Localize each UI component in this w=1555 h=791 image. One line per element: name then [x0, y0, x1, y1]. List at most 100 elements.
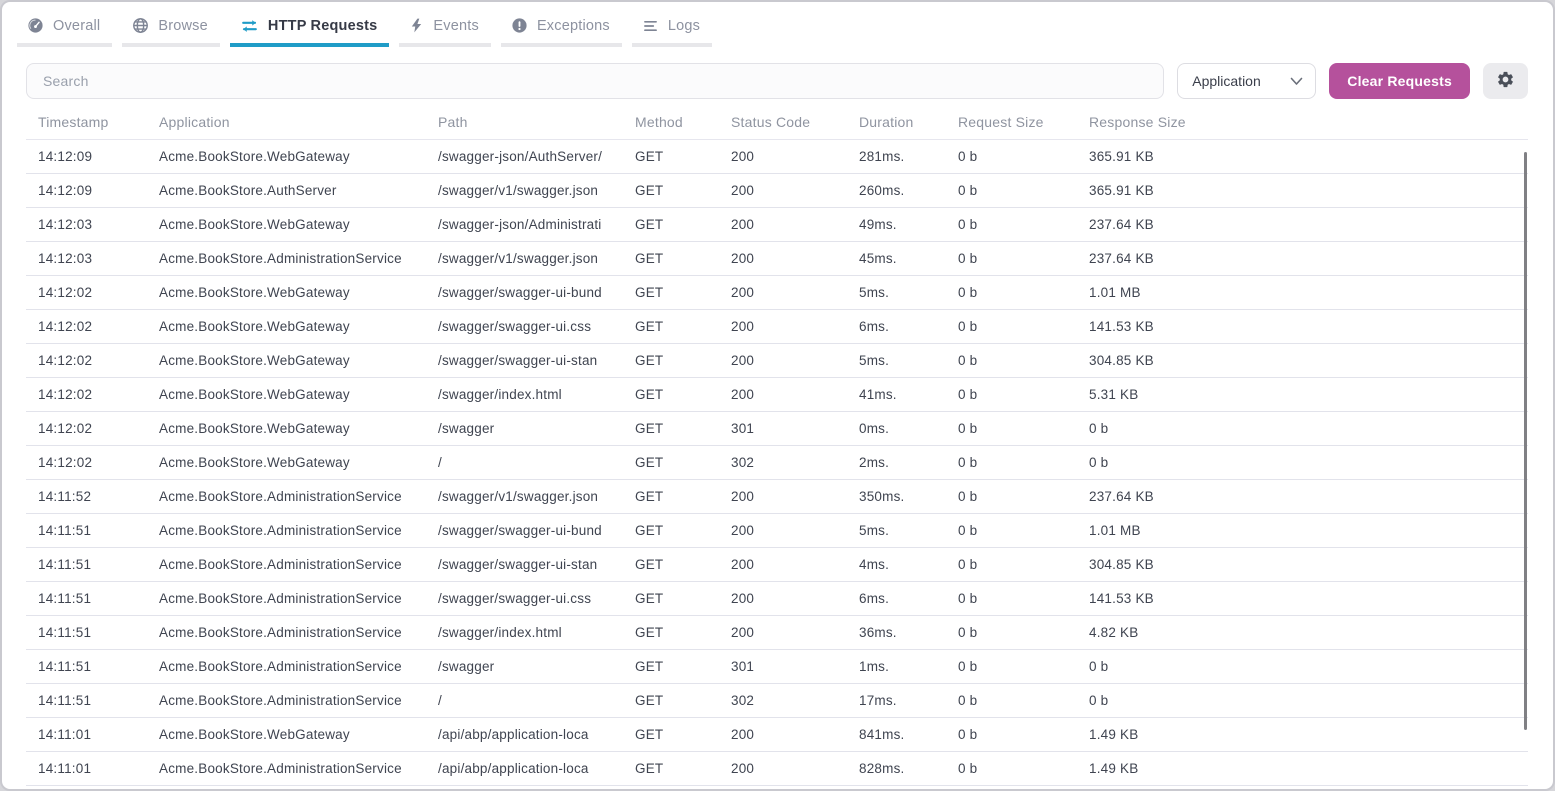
cell-path: /swagger/swagger-ui-bund [438, 523, 602, 538]
cell-status-code: 200 [731, 251, 755, 266]
application-filter-label: Application [1192, 73, 1261, 89]
cell-status-code: 302 [731, 455, 755, 470]
cell-status-code: 200 [731, 523, 755, 538]
cell-request-size: 0 b [958, 421, 978, 436]
cell-response-size: 1.49 KB [1089, 761, 1139, 776]
cell-request-size: 0 b [958, 761, 978, 776]
table-row[interactable]: 14:11:52 Acme.BookStore.AdministrationSe… [26, 480, 1528, 514]
tab-browse[interactable]: Browse [122, 15, 220, 47]
tab-events[interactable]: Events [399, 15, 491, 47]
toolbar: Application Clear Requests [26, 63, 1528, 99]
cell-application: Acme.BookStore.AdministrationService [159, 251, 402, 266]
table-row[interactable]: 14:12:02 Acme.BookStore.WebGateway /swag… [26, 276, 1528, 310]
search-input[interactable] [26, 63, 1165, 99]
cell-response-size: 141.53 KB [1089, 591, 1154, 606]
table-body: 14:12:09 Acme.BookStore.WebGateway /swag… [26, 140, 1528, 786]
cell-method: GET [635, 625, 664, 640]
cell-application: Acme.BookStore.WebGateway [159, 149, 350, 164]
chevron-down-icon [1290, 73, 1303, 89]
table-row[interactable]: 14:11:51 Acme.BookStore.AdministrationSe… [26, 616, 1528, 650]
cell-timestamp: 14:12:02 [38, 319, 93, 334]
cell-path: /api/abp/application-loca [438, 727, 589, 742]
cell-duration: 49ms. [859, 217, 897, 232]
cell-path: /api/abp/application-loca [438, 761, 589, 776]
cell-method: GET [635, 149, 664, 164]
cell-status-code: 200 [731, 489, 755, 504]
cell-timestamp: 14:11:51 [38, 659, 92, 674]
cell-status-code: 200 [731, 761, 755, 776]
table-row[interactable]: 14:11:51 Acme.BookStore.AdministrationSe… [26, 650, 1528, 684]
clear-requests-button[interactable]: Clear Requests [1329, 63, 1470, 99]
cell-request-size: 0 b [958, 523, 978, 538]
cell-request-size: 0 b [958, 727, 978, 742]
table-row[interactable]: 14:11:51 Acme.BookStore.AdministrationSe… [26, 684, 1528, 718]
table-row[interactable]: 14:11:51 Acme.BookStore.AdministrationSe… [26, 548, 1528, 582]
cell-timestamp: 14:11:51 [38, 591, 92, 606]
cell-application: Acme.BookStore.WebGateway [159, 387, 350, 402]
cell-status-code: 200 [731, 557, 755, 572]
cell-response-size: 0 b [1089, 693, 1109, 708]
table-row[interactable]: 14:12:09 Acme.BookStore.AuthServer /swag… [26, 174, 1528, 208]
cell-method: GET [635, 285, 664, 300]
cell-method: GET [635, 319, 664, 334]
cell-application: Acme.BookStore.WebGateway [159, 727, 350, 742]
column-header-request-size: Request Size [958, 114, 1044, 130]
cell-timestamp: 14:11:51 [38, 625, 92, 640]
table-row[interactable]: 14:12:02 Acme.BookStore.WebGateway /swag… [26, 412, 1528, 446]
cell-application: Acme.BookStore.WebGateway [159, 217, 350, 232]
cell-duration: 281ms. [859, 149, 905, 164]
cell-path: /swagger-json/AuthServer/ [438, 149, 603, 164]
cell-application: Acme.BookStore.WebGateway [159, 455, 350, 470]
table-row[interactable]: 14:12:03 Acme.BookStore.AdministrationSe… [26, 242, 1528, 276]
cell-response-size: 4.82 KB [1089, 625, 1139, 640]
lines-icon [642, 19, 659, 33]
cell-application: Acme.BookStore.AdministrationService [159, 625, 402, 640]
cell-timestamp: 14:11:52 [38, 489, 92, 504]
cell-application: Acme.BookStore.AdministrationService [159, 591, 402, 606]
table-row[interactable]: 14:11:51 Acme.BookStore.AdministrationSe… [26, 582, 1528, 616]
table-row[interactable]: 14:12:02 Acme.BookStore.WebGateway /swag… [26, 378, 1528, 412]
cell-status-code: 200 [731, 591, 755, 606]
application-filter-dropdown[interactable]: Application [1177, 63, 1317, 99]
cell-status-code: 302 [731, 693, 755, 708]
cell-application: Acme.BookStore.AdministrationService [159, 523, 402, 538]
cell-response-size: 0 b [1089, 421, 1109, 436]
vertical-scrollbar-thumb[interactable] [1524, 152, 1527, 730]
cell-duration: 5ms. [859, 285, 890, 300]
tab-label: Logs [667, 18, 701, 34]
cell-path: /swagger/index.html [438, 625, 562, 640]
tab-logs[interactable]: Logs [631, 16, 713, 47]
cell-method: GET [635, 761, 664, 776]
tab-exceptions[interactable]: Exceptions [500, 15, 622, 47]
gear-icon [1496, 70, 1515, 92]
table-row[interactable]: 14:12:03 Acme.BookStore.WebGateway /swag… [26, 208, 1528, 242]
cell-request-size: 0 b [958, 489, 978, 504]
table-row[interactable]: 14:12:02 Acme.BookStore.WebGateway / GET… [26, 446, 1528, 480]
cell-application: Acme.BookStore.AdministrationService [159, 693, 402, 708]
cell-response-size: 237.64 KB [1089, 251, 1154, 266]
table-row[interactable]: 14:12:09 Acme.BookStore.WebGateway /swag… [26, 140, 1528, 174]
cell-timestamp: 14:12:09 [38, 183, 93, 198]
settings-button[interactable] [1483, 63, 1528, 99]
tab-http-requests[interactable]: HTTP Requests [229, 16, 390, 47]
cell-timestamp: 14:12:02 [38, 353, 93, 368]
cell-response-size: 237.64 KB [1089, 217, 1154, 232]
table-row[interactable]: 14:11:51 Acme.BookStore.AdministrationSe… [26, 514, 1528, 548]
cell-method: GET [635, 217, 664, 232]
table-row[interactable]: 14:11:01 Acme.BookStore.AdministrationSe… [26, 752, 1528, 786]
tab-overall[interactable]: Overall [17, 15, 113, 47]
cell-response-size: 365.91 KB [1089, 149, 1154, 164]
cell-status-code: 301 [731, 421, 755, 436]
table-row[interactable]: 14:12:02 Acme.BookStore.WebGateway /swag… [26, 344, 1528, 378]
cell-timestamp: 14:11:51 [38, 523, 92, 538]
cell-application: Acme.BookStore.AdministrationService [159, 557, 402, 572]
table-row[interactable]: 14:11:01 Acme.BookStore.WebGateway /api/… [26, 718, 1528, 752]
cell-response-size: 1.01 MB [1089, 523, 1141, 538]
cell-application: Acme.BookStore.WebGateway [159, 319, 350, 334]
cell-timestamp: 14:11:01 [38, 727, 92, 742]
column-header-path: Path [438, 114, 468, 130]
table-row[interactable]: 14:12:02 Acme.BookStore.WebGateway /swag… [26, 310, 1528, 344]
cell-application: Acme.BookStore.WebGateway [159, 421, 350, 436]
cell-method: GET [635, 523, 664, 538]
cell-request-size: 0 b [958, 285, 978, 300]
